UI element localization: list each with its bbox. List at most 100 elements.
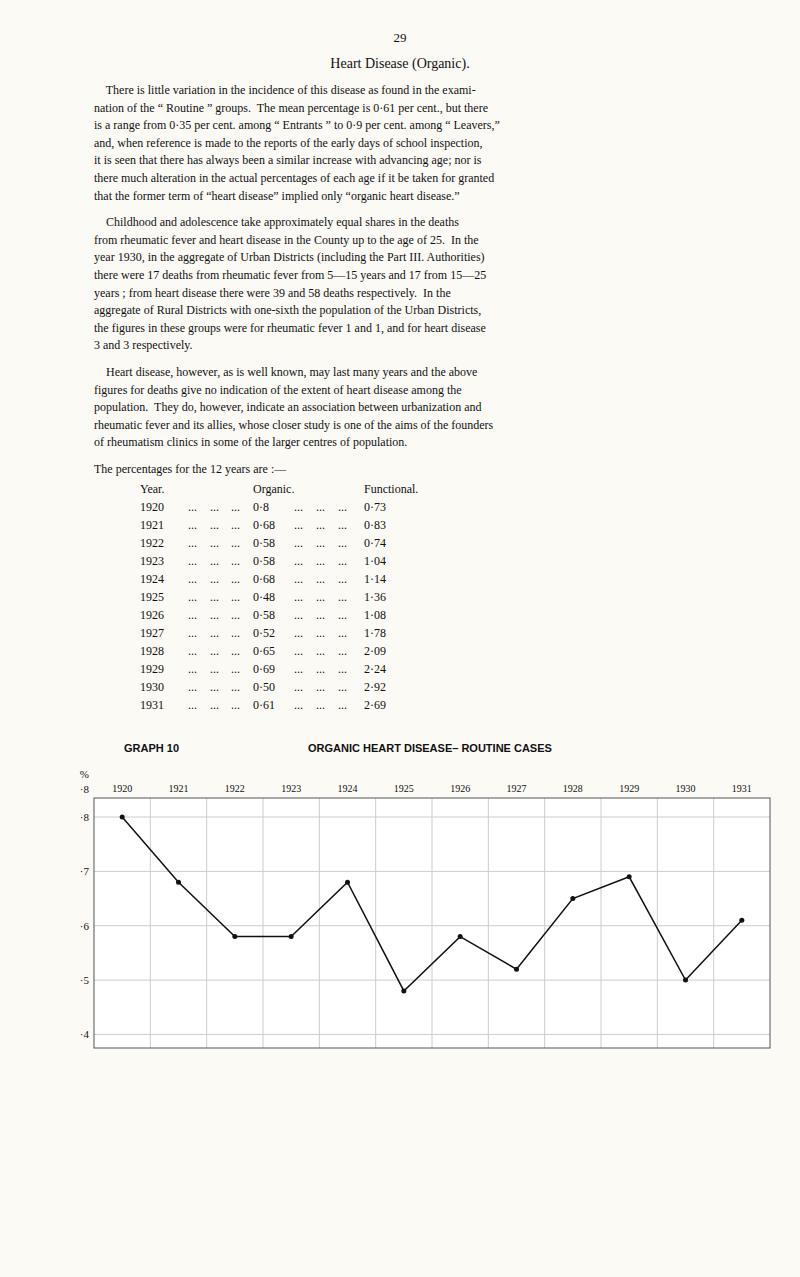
x-tick-label: 1923 (281, 783, 301, 794)
column-divider (657, 798, 658, 1048)
table-cell: 1928 (140, 642, 164, 660)
table-leader: ... (231, 660, 240, 678)
column-divider (206, 798, 207, 1048)
table-header: Year.Organic.Functional. (0, 480, 800, 498)
table-row: 19290·692·24.................. (0, 660, 800, 678)
page-number: 29 (0, 30, 800, 46)
table-leader: ... (188, 498, 197, 516)
column-divider (713, 798, 714, 1048)
text-line: is a range from 0·35 per cent. among “ E… (0, 117, 800, 135)
data-point (345, 880, 350, 885)
table-leader: ... (188, 696, 197, 714)
data-point (458, 935, 463, 940)
table-leader: ... (338, 678, 347, 696)
x-tick-label: 1928 (563, 783, 583, 794)
table-row: 19220·580·74.................. (0, 534, 800, 552)
table-leader: ... (294, 498, 303, 516)
table-cell: 1920 (140, 498, 164, 516)
y-tick-label: ·5 (80, 975, 90, 987)
table-leader: ... (338, 570, 347, 588)
table-cell: 1923 (140, 552, 164, 570)
series-group (120, 815, 745, 994)
text-line: rheumatic fever and its allies, whose cl… (0, 417, 800, 435)
table-leader: ... (294, 516, 303, 534)
table-leader: ... (231, 552, 240, 570)
data-point (120, 815, 125, 820)
data-point (739, 918, 744, 923)
text-line: there much alteration in the actual perc… (0, 170, 800, 188)
table-row: 19200·80·73.................. (0, 498, 800, 516)
table-cell: 1·04 (364, 552, 386, 570)
table-header-cell: Functional. (364, 480, 418, 498)
table-cell: 0·58 (253, 534, 275, 552)
table-cell: 1924 (140, 570, 164, 588)
table-cell: 2·09 (364, 642, 386, 660)
y-tick-label: ·6 (80, 920, 90, 932)
table-cell: 1·08 (364, 606, 386, 624)
y-axis-label: % (80, 768, 89, 780)
table-leader: ... (188, 678, 197, 696)
table-leader: ... (210, 660, 219, 678)
table-row: 19310·612·69.................. (0, 696, 800, 714)
table-cell: 0·73 (364, 498, 386, 516)
text-line: years ; from heart disease there were 39… (0, 285, 800, 303)
table-leader: ... (294, 660, 303, 678)
x-tick-label: 1930 (676, 783, 696, 794)
table-leader: ... (338, 588, 347, 606)
table-cell: 1·14 (364, 570, 386, 588)
table-leader: ... (294, 606, 303, 624)
table-cell: 1929 (140, 660, 164, 678)
table-leader: ... (338, 534, 347, 552)
x-tick-label: 1925 (394, 783, 414, 794)
table-cell: 0·68 (253, 516, 275, 534)
table-leader: ... (231, 516, 240, 534)
annotation: ·8 (80, 783, 90, 795)
table-cell: 0·48 (253, 588, 275, 606)
table-cell: 1921 (140, 516, 164, 534)
column-divider (319, 798, 320, 1048)
paragraph: There is little variation in the inciden… (0, 82, 800, 205)
table-cell: 0·61 (253, 696, 275, 714)
table-leader: ... (231, 642, 240, 660)
table-leader: ... (188, 534, 197, 552)
table-cell: 0·52 (253, 624, 275, 642)
table-leader: ... (338, 696, 347, 714)
table-leader: ... (294, 552, 303, 570)
table-leader: ... (338, 498, 347, 516)
x-tick-label: 1929 (619, 783, 639, 794)
table-leader: ... (294, 534, 303, 552)
table-leader: ... (294, 624, 303, 642)
table-cell: 1925 (140, 588, 164, 606)
paragraph: Childhood and adolescence take approxima… (0, 214, 800, 355)
table-leader: ... (316, 570, 325, 588)
table-cell: 1926 (140, 606, 164, 624)
table-cell: 0·50 (253, 678, 275, 696)
column-divider (488, 798, 489, 1048)
table-leader: ... (294, 696, 303, 714)
text-line: population. They do, however, indicate a… (0, 399, 800, 417)
text-line: the figures in these groups were for rhe… (0, 320, 800, 338)
table-cell: 1927 (140, 624, 164, 642)
table-cell: 1·36 (364, 588, 386, 606)
table-leader: ... (316, 516, 325, 534)
x-tick-label: 1920 (112, 783, 132, 794)
text-line: there were 17 deaths from rheumatic feve… (0, 267, 800, 285)
table-leader: ... (210, 642, 219, 660)
paragraph: Heart disease, however, as is well known… (0, 364, 800, 452)
table-row: 19210·680·83.................. (0, 516, 800, 534)
table-cell: 2·24 (364, 660, 386, 678)
table-leader: ... (294, 642, 303, 660)
plot-background (94, 798, 770, 1048)
table-leader: ... (188, 570, 197, 588)
table-leader: ... (210, 678, 219, 696)
data-point (627, 875, 632, 880)
table-leader: ... (210, 606, 219, 624)
data-point (401, 989, 406, 994)
table-leader: ... (316, 678, 325, 696)
data-point (176, 880, 181, 885)
table-leader: ... (210, 498, 219, 516)
text-line: 3 and 3 respectively. (0, 337, 800, 355)
text-line: Childhood and adolescence take approxima… (0, 214, 800, 232)
table-row: 19260·581·08.................. (0, 606, 800, 624)
table-leader: ... (188, 552, 197, 570)
